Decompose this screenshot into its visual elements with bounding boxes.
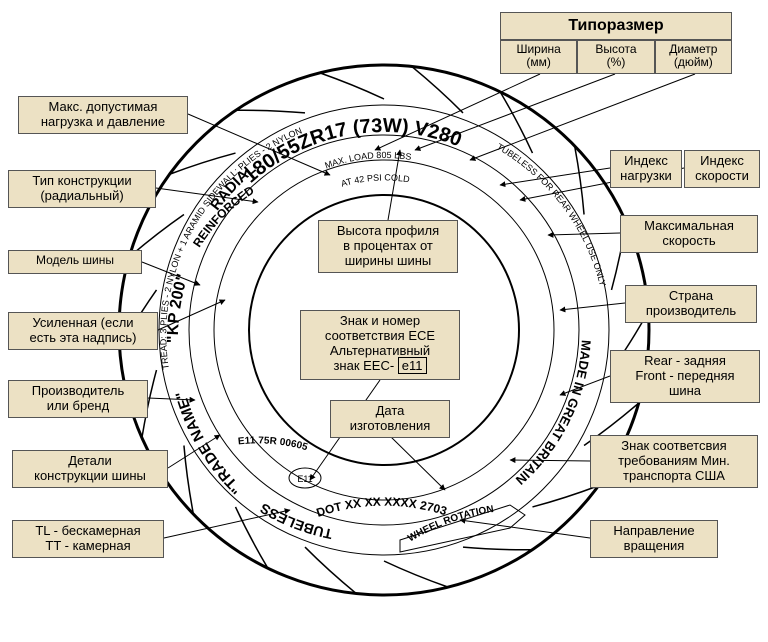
c-profile: Высота профиляв процентах отширины шины — [318, 220, 458, 273]
ece-mark-text: E11 — [297, 474, 312, 484]
header-col: Высота(%) — [577, 40, 654, 74]
c-dot: Знак соответсвиятребованиям Мин.транспор… — [590, 435, 758, 488]
header-title: Типоразмер — [500, 12, 732, 40]
c-speed-idx: Индексскорости — [684, 150, 760, 188]
c-date: Датаизготовления — [330, 400, 450, 438]
c-tl-tt: TL - бескамернаяTT - камерная — [12, 520, 164, 558]
c-max-speed: Максимальнаяскорость — [620, 215, 758, 253]
tire-markings-diagram: { "diagram": { "canvas": {"w": 768, "h":… — [0, 0, 768, 642]
c-const-details: Деталиконструкции шины — [12, 450, 168, 488]
c-construction-type: Тип конструкции(радиальный) — [8, 170, 156, 208]
header-col: Диаметр(дюйм) — [655, 40, 732, 74]
c-brand: Производительили бренд — [8, 380, 148, 418]
c-reinforced: Усиленная (еслиесть эта надпись) — [8, 312, 158, 350]
c-country: Странапроизводитель — [625, 285, 757, 323]
header-col: Ширина(мм) — [500, 40, 577, 74]
c-ece: Знак и номерсоответствия ECEАльтернативн… — [300, 310, 460, 380]
c-rear-front: Rear - задняяFront - передняяшина — [610, 350, 760, 403]
c-rotation: Направлениевращения — [590, 520, 718, 558]
c-load-idx: Индекснагрузки — [610, 150, 682, 188]
c-maxload: Макс. допустимаянагрузка и давление — [18, 96, 188, 134]
c-model: Модель шины — [8, 250, 142, 274]
